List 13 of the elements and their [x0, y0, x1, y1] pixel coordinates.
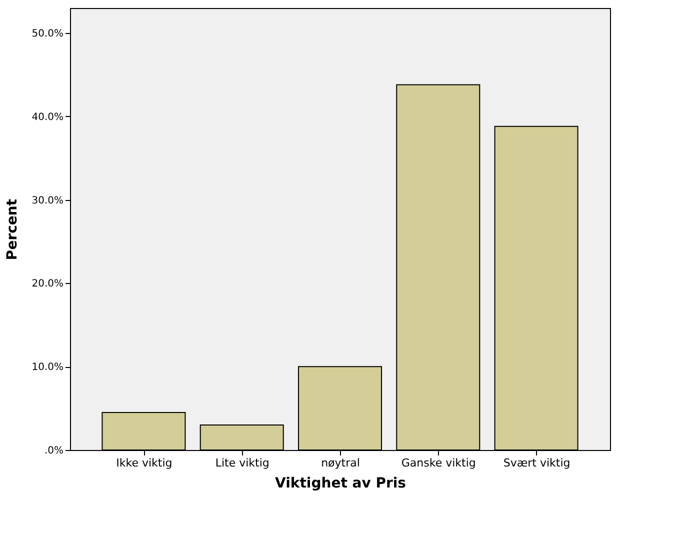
x-tick-label: Ganske viktig	[401, 456, 476, 470]
y-tick-label: 20.0%	[32, 278, 64, 290]
y-tick-label: .0%	[44, 446, 64, 456]
y-axis-title: Percent	[4, 198, 21, 260]
y-tick-label: 40.0%	[32, 112, 64, 123]
x-tick-label: Ikke viktig	[116, 456, 172, 470]
y-tick-label: 10.0%	[32, 362, 64, 374]
y-tick-label: 30.0%	[32, 195, 64, 206]
y-tick-label: 50.0%	[32, 28, 64, 40]
x-tick-label: Svært viktig	[503, 456, 570, 470]
x-axis-title: Viktighet av Pris	[275, 476, 406, 492]
x-tick-label: nøytral	[321, 456, 360, 470]
x-tick-label: Lite viktig	[215, 456, 270, 470]
